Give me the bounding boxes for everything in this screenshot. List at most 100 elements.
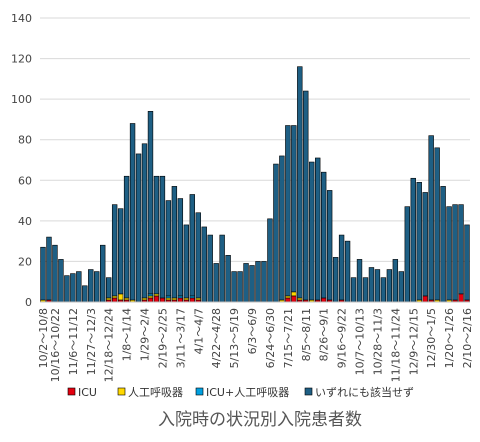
bar-segment-series-3 xyxy=(416,182,422,301)
x-tick-label: 12/9～12/15 xyxy=(407,308,420,375)
bar-segment-series-3 xyxy=(338,234,345,301)
bar-segment-series-1 xyxy=(147,295,154,299)
bar-segment-series-3 xyxy=(291,125,297,293)
bar-segment-series-3 xyxy=(201,226,207,303)
bar-segment-series-3 xyxy=(404,206,410,303)
x-tick-label: 12/18～12/24 xyxy=(103,308,116,382)
bar-segment-series-3 xyxy=(207,234,213,303)
bar-segment-series-1 xyxy=(105,297,112,301)
chart-title: 入院時の状況別入院患者数 xyxy=(158,410,362,430)
bar-segment-series-3 xyxy=(171,186,178,299)
bar-segment-series-1 xyxy=(141,297,148,301)
bar-segment-series-3 xyxy=(129,123,136,301)
bar-segment-series-0 xyxy=(458,293,464,303)
legend-swatch xyxy=(195,387,204,396)
bar-segment-series-0 xyxy=(285,297,291,303)
bar-segment-series-3 xyxy=(94,271,100,303)
bar-segment-series-3 xyxy=(267,218,273,303)
bar-segment-series-3 xyxy=(165,200,172,297)
bar-segment-series-3 xyxy=(123,175,130,299)
bar-segment-series-0 xyxy=(422,295,428,303)
bar-segment-series-3 xyxy=(458,204,464,295)
y-tick-label: 60 xyxy=(18,174,32,187)
bar-segment-series-1 xyxy=(117,293,124,301)
bar-segment-series-3 xyxy=(213,263,219,303)
bar-segment-series-1 xyxy=(195,297,201,301)
bar-segment-series-2 xyxy=(147,293,154,297)
legend-label: 人工呼吸器 xyxy=(128,386,183,399)
x-tick-label: 9/16～9/22 xyxy=(336,308,349,368)
x-tick-label: 11/6～11/12 xyxy=(67,308,80,375)
y-tick-label: 0 xyxy=(25,296,32,309)
bar-segment-series-3 xyxy=(135,153,142,303)
y-tick-label: 100 xyxy=(11,93,32,106)
bar-segment-series-1 xyxy=(291,291,297,297)
x-tick-label: 8/5～8/11 xyxy=(300,308,313,361)
bar-segment-series-3 xyxy=(147,111,154,295)
bar-segment-series-3 xyxy=(189,194,195,297)
x-tick-label: 4/1～4/7 xyxy=(192,308,205,354)
bar-segment-series-0 xyxy=(320,297,327,303)
bar-segment-series-3 xyxy=(64,275,70,303)
bar-segment-series-3 xyxy=(100,244,106,303)
bar-segment-series-0 xyxy=(177,297,184,303)
bar-segment-series-0 xyxy=(159,297,166,303)
bar-segment-series-1 xyxy=(165,297,172,301)
bar-segment-series-1 xyxy=(183,297,190,301)
legend: ICU 人工呼吸器 ICU+人工呼吸器 いずれにも該当せず xyxy=(67,385,414,399)
bar-segment-series-3 xyxy=(261,261,267,303)
bar-segment-series-3 xyxy=(410,177,416,303)
bar-segment-series-3 xyxy=(195,212,201,299)
bars xyxy=(40,66,470,303)
bar-segment-series-3 xyxy=(111,204,118,297)
bar-segment-series-1 xyxy=(111,295,118,299)
bar-segment-series-3 xyxy=(332,257,339,303)
bar-segment-series-0 xyxy=(189,297,195,303)
x-tick-label: 5/13～5/19 xyxy=(228,308,241,368)
bar-segment-series-3 xyxy=(392,259,399,303)
bar-segment-series-3 xyxy=(183,224,190,299)
bar-segment-series-3 xyxy=(374,269,381,303)
bar-segment-series-3 xyxy=(303,90,309,301)
x-tick-label: 3/11～3/17 xyxy=(174,308,187,368)
bar-segment-series-3 xyxy=(58,259,64,303)
bar-segment-series-3 xyxy=(243,263,249,303)
bar-segment-series-3 xyxy=(46,236,52,301)
bar-segment-series-3 xyxy=(273,163,279,303)
bar-segment-series-3 xyxy=(237,271,243,303)
bar-segment-series-3 xyxy=(380,277,387,303)
bar-segment-series-3 xyxy=(398,271,405,303)
bar-segment-series-3 xyxy=(76,271,82,303)
bar-segment-series-3 xyxy=(446,206,452,301)
bar-segment-series-3 xyxy=(368,267,375,303)
bar-segment-series-3 xyxy=(52,244,58,303)
x-axis: 10/2～10/810/16～10/22 11/6～11/12 11/27～12/3… xyxy=(37,301,474,382)
bar-segment-series-1 xyxy=(297,297,303,301)
x-tick-label: 11/27～12/3 xyxy=(85,308,98,375)
bar-segment-series-0 xyxy=(147,297,154,303)
bar-segment-series-3 xyxy=(279,155,285,301)
x-tick-label: 6/3～6/9 xyxy=(246,308,259,354)
bar-segment-series-1 xyxy=(123,297,130,301)
x-tick-label: 6/24～6/30 xyxy=(264,308,277,368)
bar-segment-series-3 xyxy=(177,198,184,297)
bar-segment-series-3 xyxy=(231,271,237,303)
bar-segment-series-3 xyxy=(105,277,112,299)
bar-segment-series-3 xyxy=(297,66,303,299)
bar-segment-series-3 xyxy=(153,175,160,295)
bar-segment-series-3 xyxy=(141,143,148,299)
bar-segment-series-3 xyxy=(117,208,124,295)
x-tick-label: 4/22～4/28 xyxy=(210,308,223,368)
bar-segment-series-1 xyxy=(285,295,291,299)
bar-segment-series-3 xyxy=(464,224,470,301)
legend-label: ICU xyxy=(78,386,97,399)
x-tick-label: 12/30～1/5 xyxy=(425,308,438,368)
bar-segment-series-3 xyxy=(428,135,434,301)
bar-segment-series-3 xyxy=(88,269,94,303)
legend-label: ICU+人工呼吸器 xyxy=(206,386,289,399)
bar-segment-series-3 xyxy=(159,175,166,299)
legend-label: いずれにも該当せず xyxy=(315,385,414,399)
bar-segment-series-3 xyxy=(440,186,446,303)
bar-segment-series-3 xyxy=(249,265,255,303)
